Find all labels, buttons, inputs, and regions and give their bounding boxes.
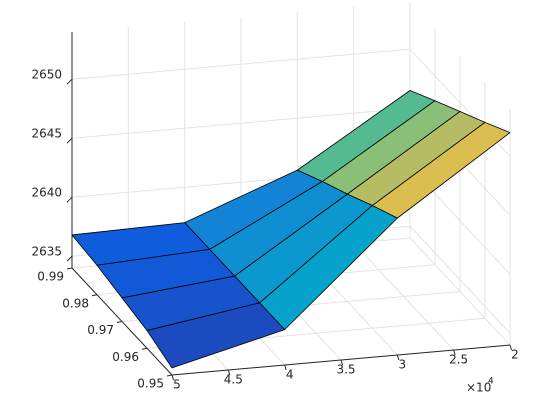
x-tick [396,354,400,361]
x-tick [509,344,512,351]
y-tick-label: 0.95 [137,377,164,391]
axes-layer: 2 2.5 3 3.5 4 4.5 5 0.95 0.96 0.97 0.98 0.99 2635 264… [31,32,519,392]
x-multiplier-base: ×10 [466,381,491,395]
y-tick [141,347,148,350]
z-tick-label: 2645 [31,127,62,141]
y-tick [66,267,73,270]
x-tick-label: 4.5 [224,373,243,387]
z-tick [66,78,73,85]
y-tick [91,294,98,297]
x-tick [171,374,174,381]
z-tick-label: 2635 [31,245,62,259]
grid-line [71,107,411,139]
x-tick-label: 3.5 [336,363,355,377]
x-tick-label: 4 [286,368,294,382]
x-tick [453,349,456,356]
y-tick-label: 0.98 [62,296,89,310]
z-tick [66,196,73,203]
y-tick-label: 0.97 [87,323,114,337]
grid-line [409,225,511,334]
z-tick [66,255,73,262]
x-tick [227,369,231,376]
x-tick [284,364,287,371]
surface-layer [71,90,511,369]
x-multiplier-exponent: 4 [488,377,494,387]
x-tick [340,359,343,366]
y-tick-label: 0.96 [112,350,139,364]
x-tick-label: 2.5 [449,353,468,367]
y-tick [116,321,123,323]
x-tick-label: 2 [511,348,519,362]
x-tick-label: 3 [399,358,407,372]
z-tick-label: 2650 [31,68,62,82]
z-tick-label: 2640 [31,186,62,200]
z-tick [66,137,73,144]
y-tick-label: 0.99 [37,270,64,284]
x-tick-label: 5 [173,378,181,392]
y-tick [166,374,173,377]
grid-line [71,48,411,80]
surface-face [146,302,286,369]
